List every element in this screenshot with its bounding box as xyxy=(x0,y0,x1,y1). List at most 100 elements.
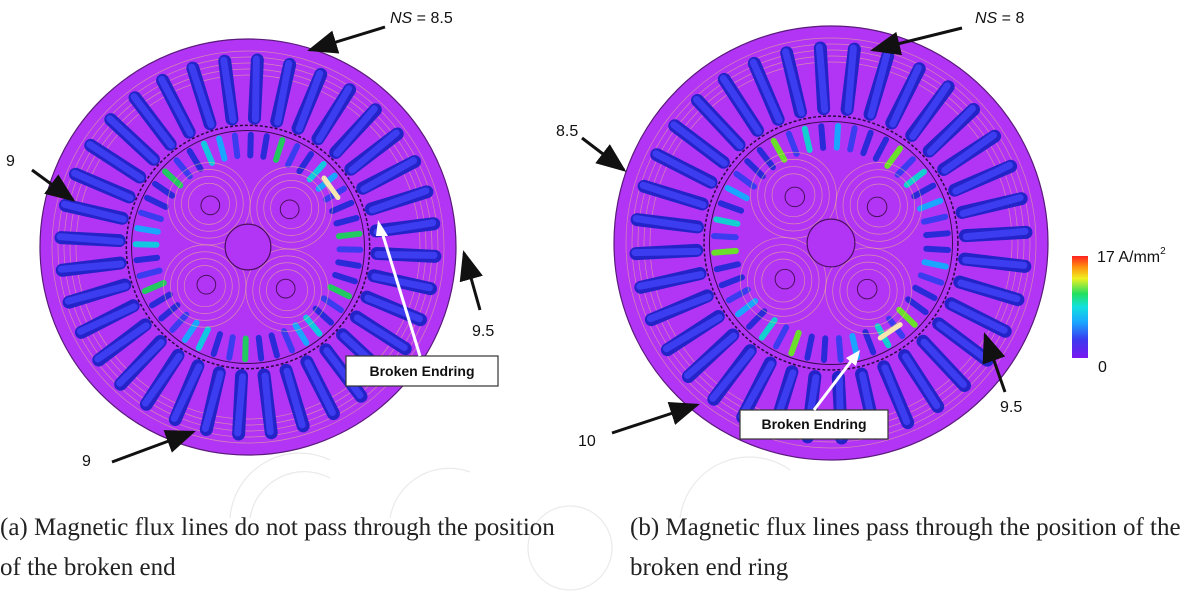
rotor-bar xyxy=(911,182,937,200)
broken-endring-pointer-a xyxy=(376,220,422,357)
rotor-bar xyxy=(713,216,741,227)
arrow-a-left xyxy=(31,168,76,202)
rotor-bar xyxy=(724,185,750,202)
rotor-bar xyxy=(758,317,778,341)
callout-a-top: NS = 8.5 xyxy=(390,10,453,27)
rotor-bar xyxy=(195,326,211,351)
rotor-bar xyxy=(210,331,224,357)
shaft xyxy=(224,223,272,271)
rotor-bar xyxy=(333,215,360,227)
callout-a-right: 9.5 xyxy=(472,323,494,340)
arrow-b-top xyxy=(870,26,963,56)
rotor-bar xyxy=(306,160,327,183)
rotor-bar xyxy=(247,131,254,159)
rotor-bar xyxy=(169,311,190,334)
rotor-bar xyxy=(152,180,176,199)
rotor-bar xyxy=(923,230,951,239)
rotor-bar xyxy=(917,197,944,212)
rotor-bar xyxy=(801,125,813,153)
arrow-b-left xyxy=(581,136,627,172)
callout-a-left: 9 xyxy=(6,153,15,170)
callout-b-bottom: 10 xyxy=(578,433,596,450)
current-density-colorbar: 17 A/mm2 0 xyxy=(1072,246,1166,376)
rotor-bar xyxy=(804,333,815,361)
broken-endring-marker xyxy=(877,322,903,341)
caption-a: (a) Magnetic flux lines do not pass thro… xyxy=(0,514,555,581)
rotor-bar xyxy=(785,130,800,157)
rotor-bar xyxy=(921,213,949,225)
broken-endring-marker xyxy=(321,175,341,201)
rotor-bar xyxy=(820,335,829,363)
rotor-bar xyxy=(329,199,355,215)
rotor-bar xyxy=(923,245,951,254)
rotor-bar xyxy=(905,296,929,316)
broken-endring-pointer-b xyxy=(812,350,860,411)
rotor-bar xyxy=(312,305,335,326)
rotor-bar xyxy=(335,259,362,269)
broken-endring-text-a: Broken Endring xyxy=(369,363,474,379)
callout-b-left: 8.5 xyxy=(556,123,578,140)
rotor-bar xyxy=(280,328,296,354)
callout-a-bottom: 9 xyxy=(82,453,91,470)
rotor-bar xyxy=(725,286,751,304)
rotor-bar xyxy=(921,259,949,270)
rotor-bar xyxy=(818,123,827,151)
rotor-bar xyxy=(268,332,280,359)
rotor-bar xyxy=(327,284,352,300)
rotor-bar xyxy=(149,291,173,309)
rotor-bar xyxy=(894,156,916,178)
broken-endring-label-a: Broken Endring xyxy=(345,355,499,387)
caption-b: (b) Magnetic flux lines pass through the… xyxy=(630,514,1181,581)
broken-endring-label-b: Broken Endring xyxy=(739,409,889,440)
rotor-bar xyxy=(161,168,184,189)
rotor-bar xyxy=(336,246,364,253)
rotor-bar xyxy=(756,146,776,171)
rotor-bar xyxy=(133,254,161,264)
rotor-bar xyxy=(917,272,945,286)
rotor-bar xyxy=(770,137,788,163)
rotor-bar xyxy=(285,143,301,168)
rotor-bar xyxy=(833,123,842,151)
colorbar-min-label: 0 xyxy=(1098,359,1107,376)
rotor-bar xyxy=(903,168,928,188)
rotor-bar xyxy=(717,200,745,214)
rotor-bar xyxy=(226,334,236,361)
rotor-bar xyxy=(860,129,874,157)
rotor-bar xyxy=(335,230,363,240)
rotor-bar xyxy=(134,225,161,235)
rotor-bar xyxy=(173,157,193,180)
callout-arrows xyxy=(31,25,1007,464)
arrow-b-right xyxy=(982,332,1007,393)
rotor-bar xyxy=(835,335,844,363)
rotor-bar xyxy=(711,247,739,256)
rotor-bar xyxy=(216,135,228,162)
rotor-bar xyxy=(912,284,938,301)
rotor-bar xyxy=(296,151,315,175)
colorbar-max-label: 17 A/mm2 xyxy=(1097,246,1166,266)
rotor-bar xyxy=(231,132,241,160)
rotor-bar xyxy=(186,148,204,172)
rotor-bar xyxy=(884,145,904,169)
rotor-bar xyxy=(255,334,265,362)
rotor-bar xyxy=(733,170,757,190)
rotor-bar xyxy=(144,194,169,210)
rotor-bar xyxy=(132,241,160,248)
rotor-bar xyxy=(746,308,768,330)
callout-b-top: NS = 8 xyxy=(975,10,1024,27)
rotor-bar xyxy=(242,335,249,363)
rotor-bar xyxy=(788,329,802,357)
arrow-b-bottom xyxy=(611,402,700,435)
rotor-bar xyxy=(711,232,739,241)
watermark-decoration xyxy=(229,452,791,591)
rotor-bar xyxy=(734,298,759,318)
rotor-bar xyxy=(200,140,216,166)
arrow-a-bottom xyxy=(111,430,196,464)
rotor-bar xyxy=(718,274,745,289)
rotor-bar xyxy=(896,306,918,328)
rotor-bar xyxy=(847,125,858,153)
rotor-bar xyxy=(303,314,323,337)
rotor-bar xyxy=(260,133,270,160)
rotor-bar xyxy=(872,136,889,162)
rotor-bar xyxy=(332,271,358,285)
